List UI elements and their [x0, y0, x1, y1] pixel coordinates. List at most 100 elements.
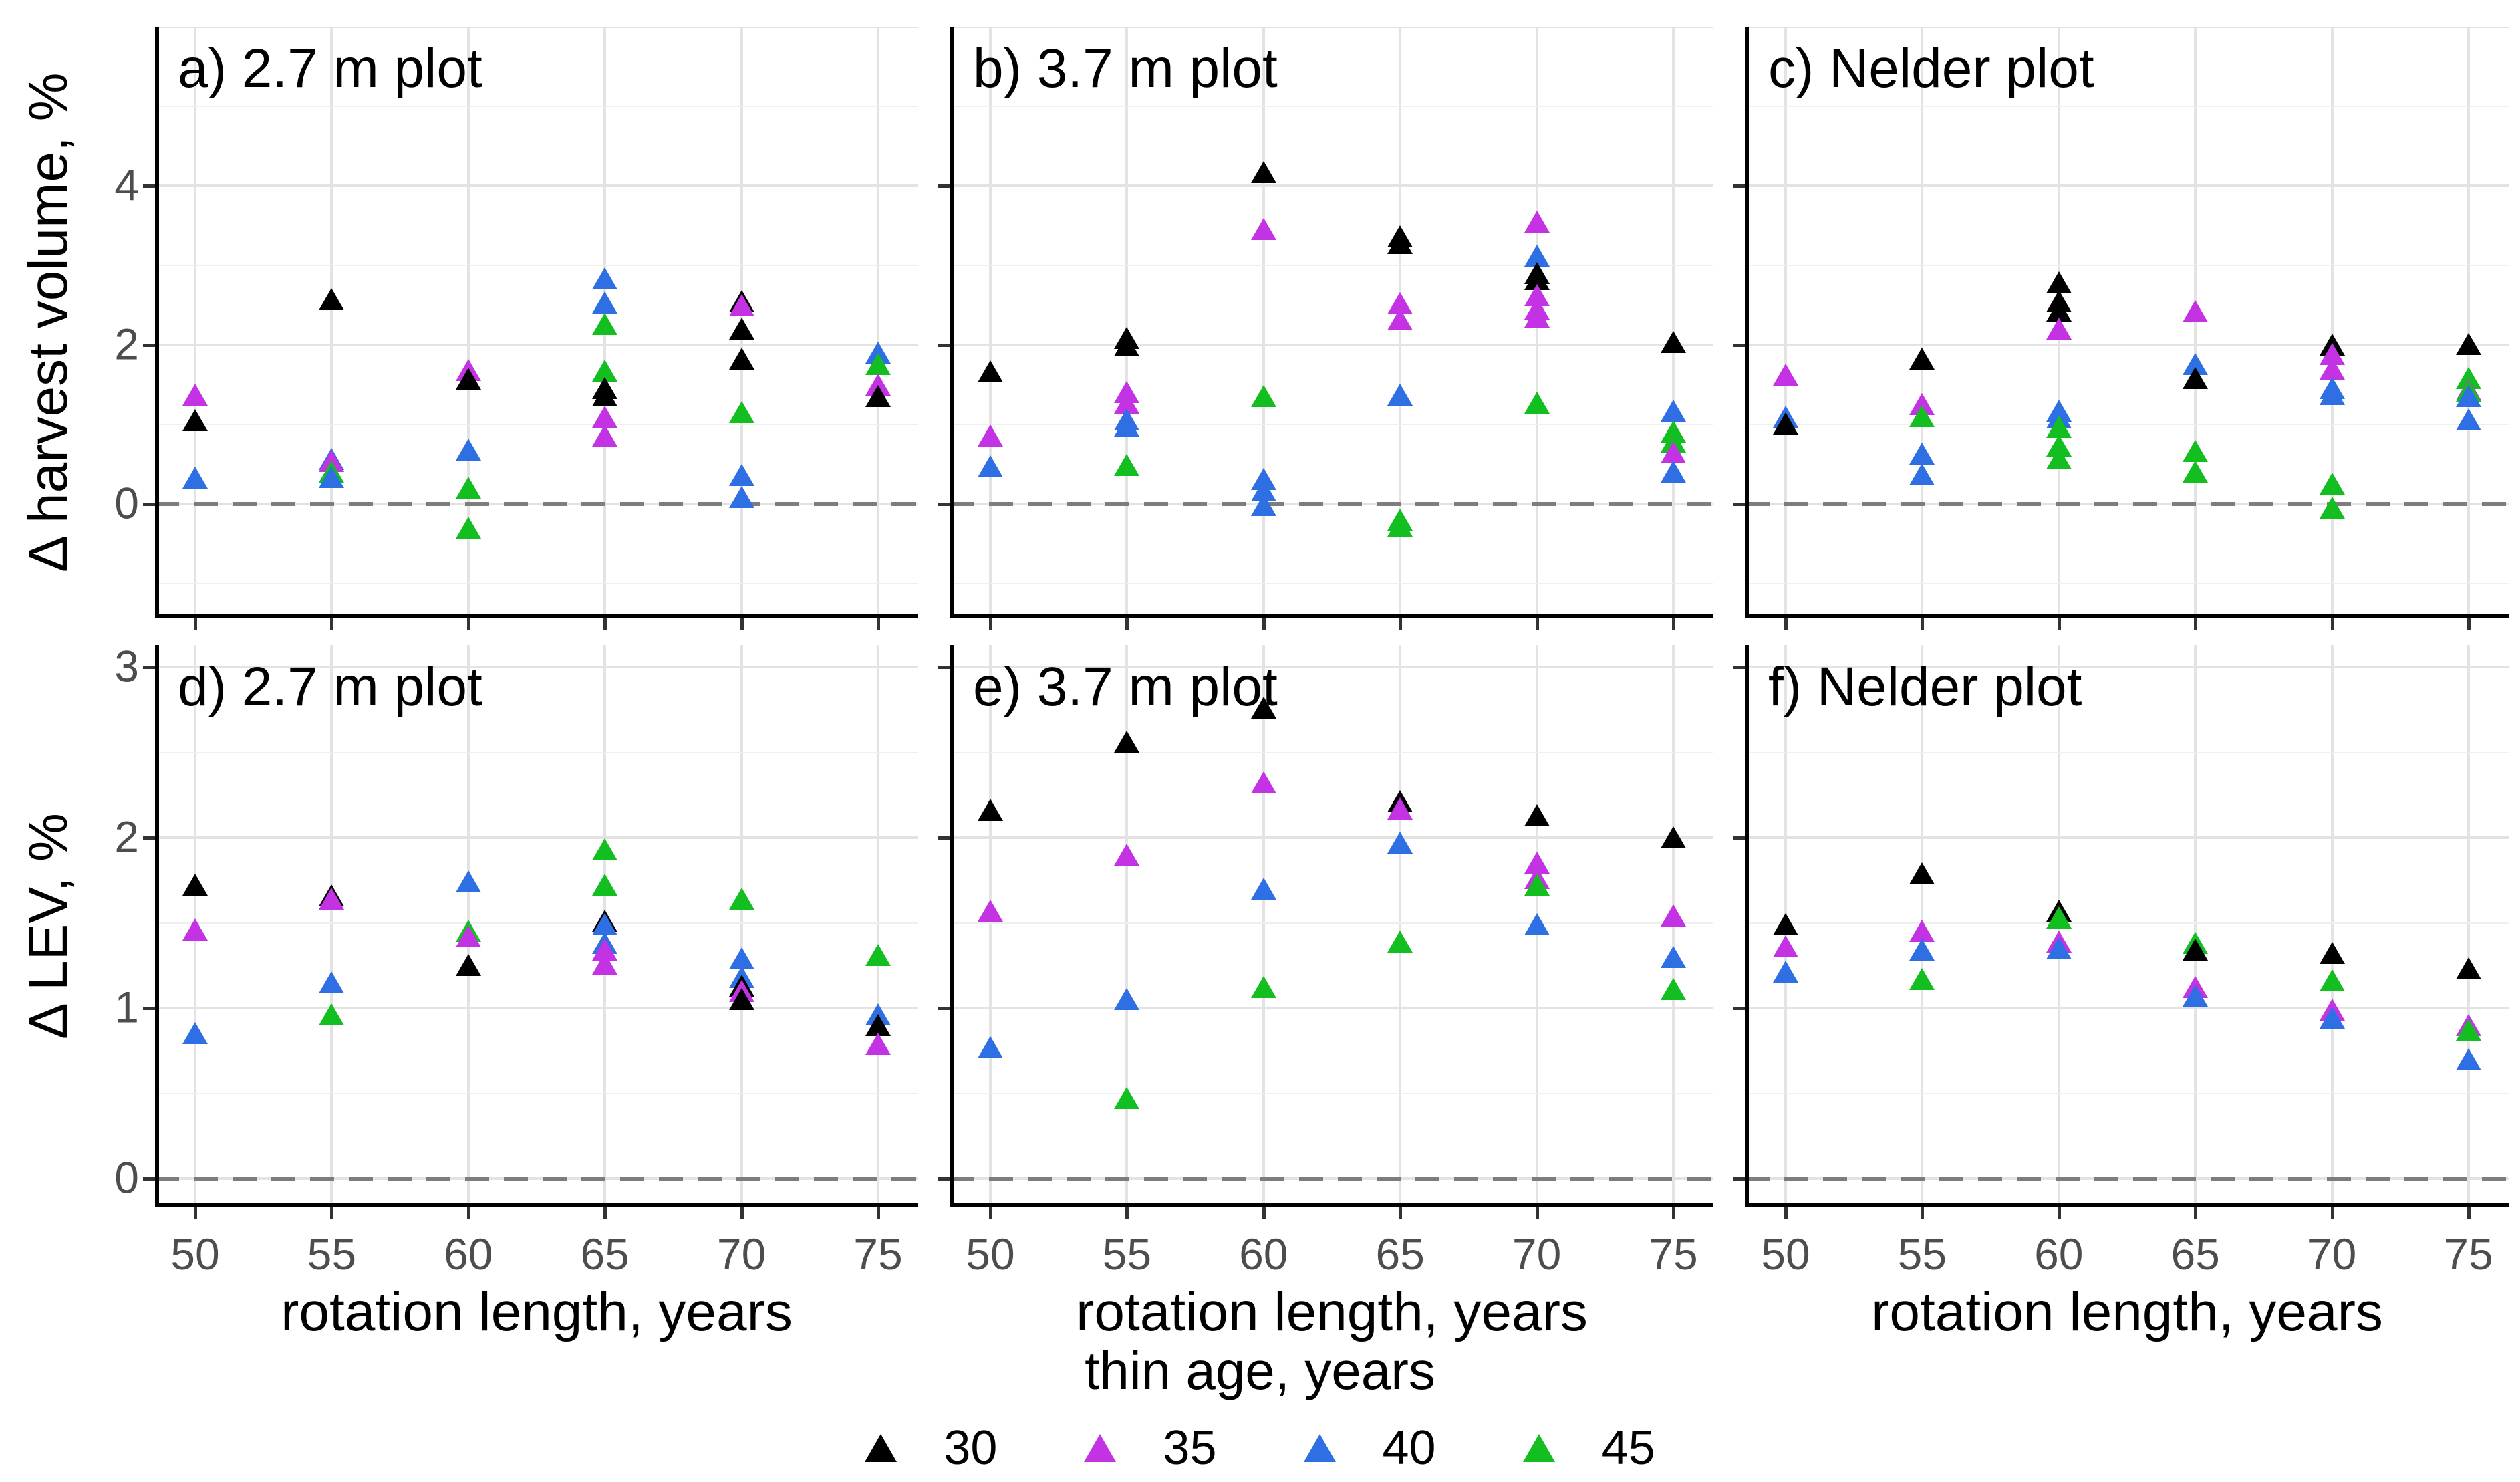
gridline-x-70: [2330, 27, 2334, 618]
panel-title-e: e) 3.7 m plot: [973, 656, 1278, 717]
data-point-age40: [1114, 414, 1140, 437]
data-point-age35: [978, 899, 1003, 922]
y-tick: [143, 1007, 155, 1010]
gridline-x-55: [1125, 27, 1129, 618]
x-tick: [603, 618, 607, 630]
data-point-age45: [865, 943, 891, 966]
gridline-y-minor: [950, 106, 1713, 107]
data-point-age45: [1909, 405, 1935, 428]
gridline-x-55: [330, 645, 333, 1207]
data-point-age45: [865, 352, 891, 375]
data-point-age40: [2319, 1007, 2345, 1029]
data-point-age40: [592, 291, 618, 314]
x-tick-label: 65: [580, 1229, 629, 1279]
gridline-y-minor: [950, 751, 1713, 753]
data-point-age30: [1909, 348, 1935, 370]
data-point-age45: [2319, 969, 2345, 992]
data-point-age45: [455, 477, 481, 499]
x-tick-label: 50: [170, 1229, 220, 1279]
y-axis-line: [155, 27, 159, 618]
gridline-x-55: [1921, 27, 1924, 618]
x-axis-title: rotation length, years: [1871, 1281, 2383, 1342]
y-tick-label: 1: [114, 982, 139, 1032]
gridline-x-75: [2467, 645, 2470, 1207]
gridline-y-major: [155, 27, 918, 28]
data-point-age35: [319, 887, 345, 910]
x-tick: [1535, 618, 1539, 630]
data-point-age30: [1250, 160, 1276, 183]
data-point-age45: [2319, 496, 2345, 519]
legend: thin age, years 30 35 40 45: [0, 1340, 2520, 1475]
gridline-y-minor: [950, 1092, 1713, 1094]
gridline-y-major: [950, 1007, 1713, 1009]
legend-title: thin age, years: [1085, 1341, 1435, 1400]
gridline-y-major: [155, 666, 918, 668]
data-point-age30: [592, 384, 618, 407]
data-point-age35: [865, 1032, 891, 1055]
data-point-age40: [1661, 461, 1686, 483]
gridline-y-minor: [950, 265, 1713, 266]
gridline-y-major: [1745, 27, 2509, 28]
legend-entry-35: 35: [1084, 1421, 1217, 1475]
x-tick: [1672, 1207, 1675, 1219]
data-point-age45: [2046, 415, 2072, 438]
gridline-y-major: [950, 27, 1713, 28]
y-axis-line: [1745, 645, 1749, 1207]
x-tick: [1784, 618, 1788, 630]
legend-entry-30: 30: [865, 1421, 997, 1475]
data-point-age45: [1661, 977, 1686, 1000]
data-point-age45: [1250, 385, 1276, 408]
x-tick: [330, 618, 334, 630]
x-tick-label: 65: [2171, 1229, 2220, 1279]
x-tick: [194, 618, 197, 630]
gridline-y-minor: [1745, 424, 2509, 425]
data-point-age30: [1773, 913, 1798, 936]
data-point-age40: [1661, 945, 1686, 968]
legend-triangle-icon: [1303, 1434, 1336, 1462]
legend-entry-40: 40: [1303, 1421, 1436, 1475]
gridline-y-major: [155, 1007, 918, 1009]
data-point-age40: [1387, 383, 1413, 406]
x-axis-line: [1745, 1203, 2509, 1207]
data-point-age30: [1250, 697, 1276, 719]
data-point-age45: [2183, 461, 2209, 483]
y-tick-label: 2: [114, 812, 139, 862]
data-point-age45: [2046, 447, 2072, 470]
data-point-age40: [2183, 985, 2209, 1007]
data-point-age35: [592, 952, 618, 975]
data-point-age30: [2456, 957, 2481, 980]
data-point-age35: [2183, 300, 2209, 323]
data-point-age40: [1250, 877, 1276, 900]
data-point-age30: [728, 318, 754, 340]
x-tick-label: 70: [716, 1229, 766, 1279]
data-point-age35: [1114, 843, 1140, 866]
gridline-y-minor: [155, 1092, 918, 1094]
data-point-age30: [182, 409, 208, 432]
x-tick: [989, 1207, 992, 1219]
gridline-y-major: [950, 666, 1713, 668]
y-axis-line: [950, 27, 954, 618]
y-axis-line: [155, 645, 159, 1207]
data-point-age30: [455, 954, 481, 977]
y-tick-label: 4: [114, 160, 139, 210]
data-point-age40: [1661, 399, 1686, 422]
data-point-age30: [1524, 804, 1550, 826]
y-tick: [143, 503, 155, 506]
data-point-age35: [2319, 357, 2345, 380]
data-point-age35: [1661, 904, 1686, 927]
data-point-age30: [319, 288, 345, 311]
y-tick: [938, 836, 950, 840]
data-point-age45: [1387, 930, 1413, 953]
data-point-age45: [1524, 874, 1550, 896]
gridline-y-minor: [1745, 922, 2509, 924]
data-point-age35: [592, 424, 618, 447]
data-point-age40: [2456, 408, 2481, 430]
x-tick: [1672, 618, 1675, 630]
panel-title-c: c) Nelder plot: [1768, 38, 2094, 99]
data-point-age30: [2183, 939, 2209, 961]
x-tick: [2467, 618, 2471, 630]
panel-b: b) 3.7 m plot: [950, 27, 1713, 618]
x-tick-label: 60: [1239, 1229, 1288, 1279]
gridline-y-minor: [1745, 583, 2509, 584]
gridline-x-65: [2194, 645, 2197, 1207]
